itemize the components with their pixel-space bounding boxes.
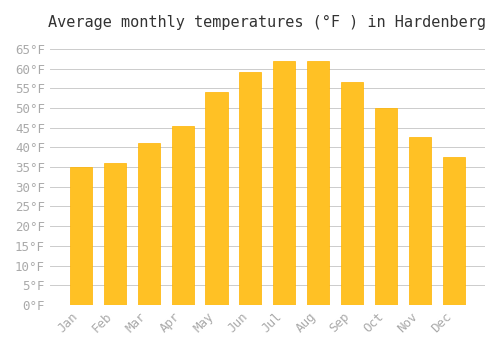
Bar [375, 108, 398, 305]
Bar [172, 126, 194, 305]
Bar [342, 82, 363, 305]
Bar [138, 144, 160, 305]
Title: Average monthly temperatures (°F ) in Hardenberg: Average monthly temperatures (°F ) in Ha… [48, 15, 486, 30]
Bar [443, 157, 465, 305]
Bar [409, 138, 432, 305]
Bar [104, 163, 126, 305]
Bar [206, 92, 228, 305]
Bar [308, 61, 330, 305]
Bar [274, 61, 295, 305]
Bar [70, 167, 92, 305]
Bar [240, 72, 262, 305]
